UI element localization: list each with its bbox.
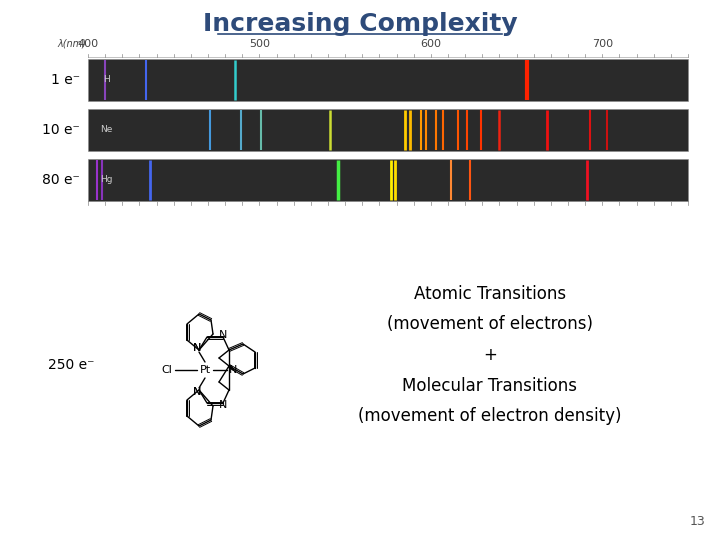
Text: N: N bbox=[219, 330, 228, 340]
Text: N: N bbox=[193, 343, 201, 353]
Text: λ(nm): λ(nm) bbox=[57, 39, 86, 49]
FancyBboxPatch shape bbox=[88, 59, 688, 101]
Text: N: N bbox=[193, 387, 201, 397]
Text: H: H bbox=[103, 76, 109, 84]
Text: Atomic Transitions
(movement of electrons)
+
Molecular Transitions
(movement of : Atomic Transitions (movement of electron… bbox=[359, 285, 622, 425]
Text: 400: 400 bbox=[78, 39, 99, 49]
Text: 250 e⁻: 250 e⁻ bbox=[48, 358, 94, 372]
Text: N: N bbox=[219, 400, 228, 410]
Text: Hg: Hg bbox=[100, 176, 112, 185]
Text: 600: 600 bbox=[420, 39, 441, 49]
Text: 13: 13 bbox=[689, 515, 705, 528]
Text: N: N bbox=[193, 387, 201, 397]
Text: 700: 700 bbox=[592, 39, 613, 49]
FancyBboxPatch shape bbox=[88, 109, 688, 151]
Text: 80 e⁻: 80 e⁻ bbox=[42, 173, 80, 187]
Text: N: N bbox=[193, 343, 201, 353]
Text: Ne: Ne bbox=[100, 125, 112, 134]
Text: Pt: Pt bbox=[199, 365, 210, 375]
Text: Increasing Complexity: Increasing Complexity bbox=[203, 12, 517, 36]
Text: 500: 500 bbox=[249, 39, 270, 49]
Text: 1 e⁻: 1 e⁻ bbox=[51, 73, 80, 87]
Text: N: N bbox=[229, 365, 237, 375]
Text: 10 e⁻: 10 e⁻ bbox=[42, 123, 80, 137]
FancyBboxPatch shape bbox=[88, 159, 688, 201]
Text: Cl: Cl bbox=[161, 365, 172, 375]
